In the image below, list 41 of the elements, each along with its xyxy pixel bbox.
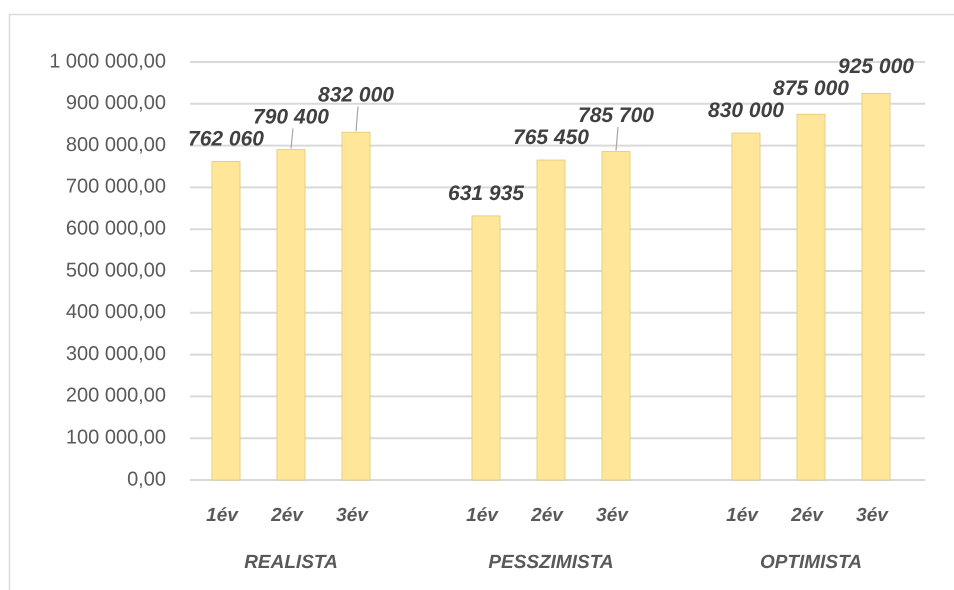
bar [536, 160, 566, 480]
bar [212, 161, 240, 480]
text: 2év [531, 505, 563, 526]
series-label: 2év [270, 505, 304, 526]
series-label: 1év [206, 505, 240, 526]
bar [796, 114, 826, 480]
data-label: 830 000 [708, 99, 784, 122]
data-label: 832 000 [318, 83, 394, 106]
data-label: 785 700 [578, 104, 654, 128]
y-tick-label: 1 000 000,00 [49, 50, 166, 72]
x-tick-label: PESSZIMISTA [488, 552, 614, 573]
data-label: 925 000 [838, 55, 914, 78]
x-tick-label: REALISTA [244, 552, 338, 573]
y-tick-label: 200 000,00 [66, 384, 166, 407]
data-label: 790 400 [253, 105, 330, 128]
text: 1év [726, 505, 758, 526]
y-tick-label: 700 000,00 [66, 176, 166, 198]
text: 1év [466, 505, 498, 526]
y-tick-label: 300 000,00 [66, 342, 166, 365]
bar [472, 215, 500, 480]
data-label: 875 000 [773, 77, 850, 100]
data-label: 631 935 [448, 182, 524, 205]
y-tick-label: 500 000,00 [66, 259, 166, 282]
bar [276, 149, 306, 480]
bar [602, 151, 630, 480]
bar [342, 132, 370, 480]
y-tick-label: 400 000,00 [66, 301, 166, 324]
y-tick-label: 100 000,00 [66, 426, 166, 448]
x-tick-label: OPTIMISTA [760, 552, 862, 573]
text: 2év [791, 505, 823, 526]
y-tick-label: 600 000,00 [66, 217, 166, 240]
data-label: 762 060 [188, 127, 264, 150]
text: 3év [856, 505, 888, 526]
y-tick-label: 900 000,00 [66, 92, 166, 114]
bar [732, 132, 760, 480]
bar [862, 92, 890, 480]
series-label: 3év [336, 505, 370, 526]
y-tick-label: 0,00 [127, 468, 166, 490]
text: 3év [596, 505, 628, 526]
data-label: 765 450 [513, 126, 590, 150]
y-tick-label: 800 000,00 [66, 134, 166, 156]
